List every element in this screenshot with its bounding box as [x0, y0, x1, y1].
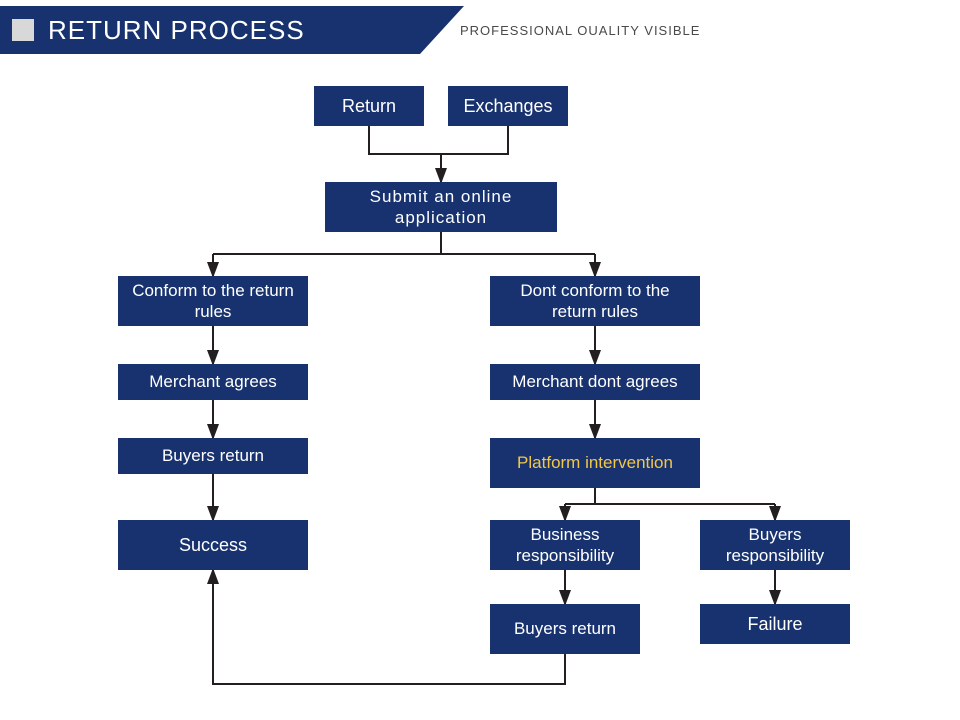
header-blue-bg: RETURN PROCESS — [0, 6, 420, 54]
node-platform: Platform intervention — [490, 438, 700, 488]
node-mdont: Merchant dont agrees — [490, 364, 700, 400]
flowchart-stage: Return Exchanges Submit an online applicat… — [0, 54, 960, 720]
header-square-icon — [12, 19, 34, 41]
header-bar: RETURN PROCESS PROFESSIONAL OUALITY VISI… — [0, 6, 960, 54]
node-conform: Conform to the return rules — [118, 276, 308, 326]
header-subtitle: PROFESSIONAL OUALITY VISIBLE — [460, 6, 700, 54]
node-return: Return — [314, 86, 424, 126]
node-success: Success — [118, 520, 308, 570]
node-buyret1: Buyers return — [118, 438, 308, 474]
node-buyresp: Buyers responsibility — [700, 520, 850, 570]
page-title: RETURN PROCESS — [48, 15, 305, 46]
node-nconform: Dont conform to the return rules — [490, 276, 700, 326]
node-buyret2: Buyers return — [490, 604, 640, 654]
node-magrees: Merchant agrees — [118, 364, 308, 400]
header-diagonal — [420, 6, 464, 54]
node-exchanges: Exchanges — [448, 86, 568, 126]
node-submit: Submit an online application — [325, 182, 557, 232]
node-failure: Failure — [700, 604, 850, 644]
node-bizresp: Business responsibility — [490, 520, 640, 570]
